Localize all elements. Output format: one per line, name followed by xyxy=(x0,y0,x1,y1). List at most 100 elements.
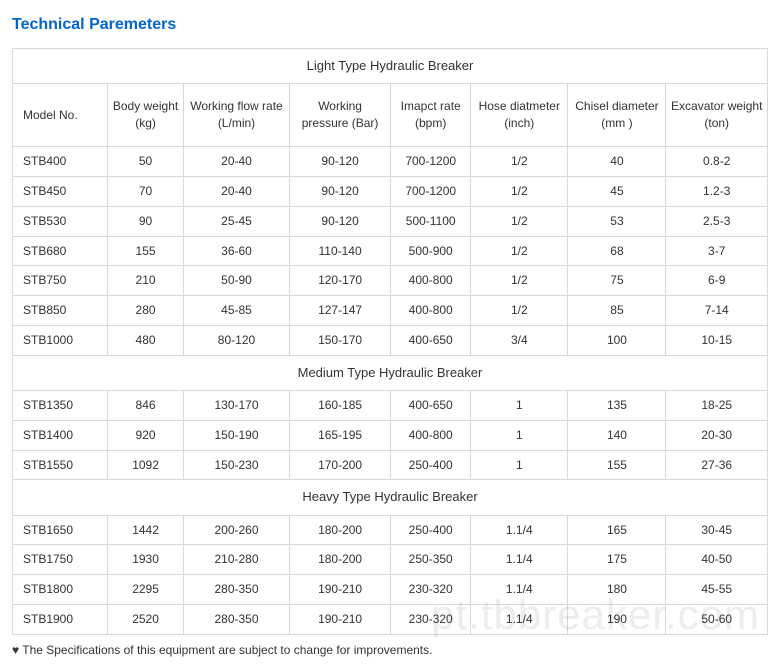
table-row: STB75021050-90120-170400-8001/2756-9 xyxy=(13,266,768,296)
section-title: Medium Type Hydraulic Breaker xyxy=(13,355,768,390)
table-cell: 40-50 xyxy=(666,545,768,575)
table-cell: 480 xyxy=(108,325,184,355)
table-cell: 90-120 xyxy=(289,176,390,206)
table-cell: 30-45 xyxy=(666,515,768,545)
table-cell: 20-30 xyxy=(666,420,768,450)
table-cell: 45-85 xyxy=(184,296,290,326)
table-cell: 190-210 xyxy=(289,604,390,634)
table-cell: 45 xyxy=(568,176,666,206)
table-cell: 130-170 xyxy=(184,390,290,420)
table-cell: 50 xyxy=(108,147,184,177)
table-cell: STB850 xyxy=(13,296,108,326)
table-cell: 1.1/4 xyxy=(471,575,568,605)
table-cell: STB1400 xyxy=(13,420,108,450)
table-cell: 3/4 xyxy=(471,325,568,355)
table-cell: 1 xyxy=(471,390,568,420)
table-cell: 1092 xyxy=(108,450,184,480)
table-row: STB1400920150-190165-195400-800114020-30 xyxy=(13,420,768,450)
table-cell: 80-120 xyxy=(184,325,290,355)
table-cell: 75 xyxy=(568,266,666,296)
table-cell: STB750 xyxy=(13,266,108,296)
table-cell: 250-400 xyxy=(391,515,471,545)
table-cell: 500-900 xyxy=(391,236,471,266)
table-cell: 150-170 xyxy=(289,325,390,355)
table-cell: 25-45 xyxy=(184,206,290,236)
table-cell: 1442 xyxy=(108,515,184,545)
table-cell: 190-210 xyxy=(289,575,390,605)
table-cell: 68 xyxy=(568,236,666,266)
table-row: STB85028045-85127-147400-8001/2857-14 xyxy=(13,296,768,326)
table-cell: 1/2 xyxy=(471,296,568,326)
table-cell: STB1000 xyxy=(13,325,108,355)
table-cell: 50-60 xyxy=(666,604,768,634)
table-cell: 140 xyxy=(568,420,666,450)
table-cell: 45-55 xyxy=(666,575,768,605)
table-row: STB18002295280-350190-210230-3201.1/4180… xyxy=(13,575,768,605)
table-cell: 846 xyxy=(108,390,184,420)
table-cell: 165-195 xyxy=(289,420,390,450)
table-cell: 2.5-3 xyxy=(666,206,768,236)
table-row: STB4005020-4090-120700-12001/2400.8-2 xyxy=(13,147,768,177)
table-cell: STB450 xyxy=(13,176,108,206)
parameters-table: Light Type Hydraulic BreakerModel No.Bod… xyxy=(12,48,768,635)
table-cell: 180-200 xyxy=(289,545,390,575)
table-cell: 500-1100 xyxy=(391,206,471,236)
table-cell: 1.2-3 xyxy=(666,176,768,206)
table-cell: 90-120 xyxy=(289,206,390,236)
table-row: STB68015536-60110-140500-9001/2683-7 xyxy=(13,236,768,266)
table-cell: 120-170 xyxy=(289,266,390,296)
table-cell: 1930 xyxy=(108,545,184,575)
table-cell: 90-120 xyxy=(289,147,390,177)
table-cell: 6-9 xyxy=(666,266,768,296)
table-cell: 27-36 xyxy=(666,450,768,480)
table-cell: 1/2 xyxy=(471,176,568,206)
table-cell: 1 xyxy=(471,450,568,480)
table-cell: 100 xyxy=(568,325,666,355)
table-cell: 280 xyxy=(108,296,184,326)
column-header: Model No. xyxy=(13,84,108,147)
table-cell: 1/2 xyxy=(471,266,568,296)
table-cell: 1.1/4 xyxy=(471,545,568,575)
table-cell: 190 xyxy=(568,604,666,634)
table-cell: 200-260 xyxy=(184,515,290,545)
column-header: Imapct rate (bpm) xyxy=(391,84,471,147)
table-cell: 70 xyxy=(108,176,184,206)
table-cell: STB400 xyxy=(13,147,108,177)
table-cell: 18-25 xyxy=(666,390,768,420)
column-header: Body weight (kg) xyxy=(108,84,184,147)
column-header: Working pressure (Bar) xyxy=(289,84,390,147)
table-row: STB17501930210-280180-200250-3501.1/4175… xyxy=(13,545,768,575)
table-row: STB15501092150-230170-200250-400115527-3… xyxy=(13,450,768,480)
table-row: STB5309025-4590-120500-11001/2532.5-3 xyxy=(13,206,768,236)
table-cell: 250-350 xyxy=(391,545,471,575)
table-cell: 0.8-2 xyxy=(666,147,768,177)
table-row: STB100048080-120150-170400-6503/410010-1… xyxy=(13,325,768,355)
table-cell: 85 xyxy=(568,296,666,326)
table-cell: 50-90 xyxy=(184,266,290,296)
table-cell: STB1800 xyxy=(13,575,108,605)
table-cell: 7-14 xyxy=(666,296,768,326)
table-cell: 150-190 xyxy=(184,420,290,450)
page-title: Technical Paremeters xyxy=(12,16,768,34)
table-cell: 700-1200 xyxy=(391,176,471,206)
table-row: STB19002520280-350190-210230-3201.1/4190… xyxy=(13,604,768,634)
table-cell: 280-350 xyxy=(184,604,290,634)
table-cell: STB530 xyxy=(13,206,108,236)
table-cell: 1/2 xyxy=(471,236,568,266)
table-cell: 1/2 xyxy=(471,147,568,177)
table-cell: 700-1200 xyxy=(391,147,471,177)
table-cell: 155 xyxy=(568,450,666,480)
table-cell: 1.1/4 xyxy=(471,604,568,634)
table-cell: 150-230 xyxy=(184,450,290,480)
table-cell: 2520 xyxy=(108,604,184,634)
table-cell: STB1550 xyxy=(13,450,108,480)
section-title: Heavy Type Hydraulic Breaker xyxy=(13,480,768,515)
column-header: Chisel diameter (mm ) xyxy=(568,84,666,147)
table-cell: 40 xyxy=(568,147,666,177)
table-cell: 10-15 xyxy=(666,325,768,355)
table-row: STB4507020-4090-120700-12001/2451.2-3 xyxy=(13,176,768,206)
table-cell: 920 xyxy=(108,420,184,450)
table-cell: STB1900 xyxy=(13,604,108,634)
table-cell: STB1650 xyxy=(13,515,108,545)
table-cell: 400-650 xyxy=(391,325,471,355)
